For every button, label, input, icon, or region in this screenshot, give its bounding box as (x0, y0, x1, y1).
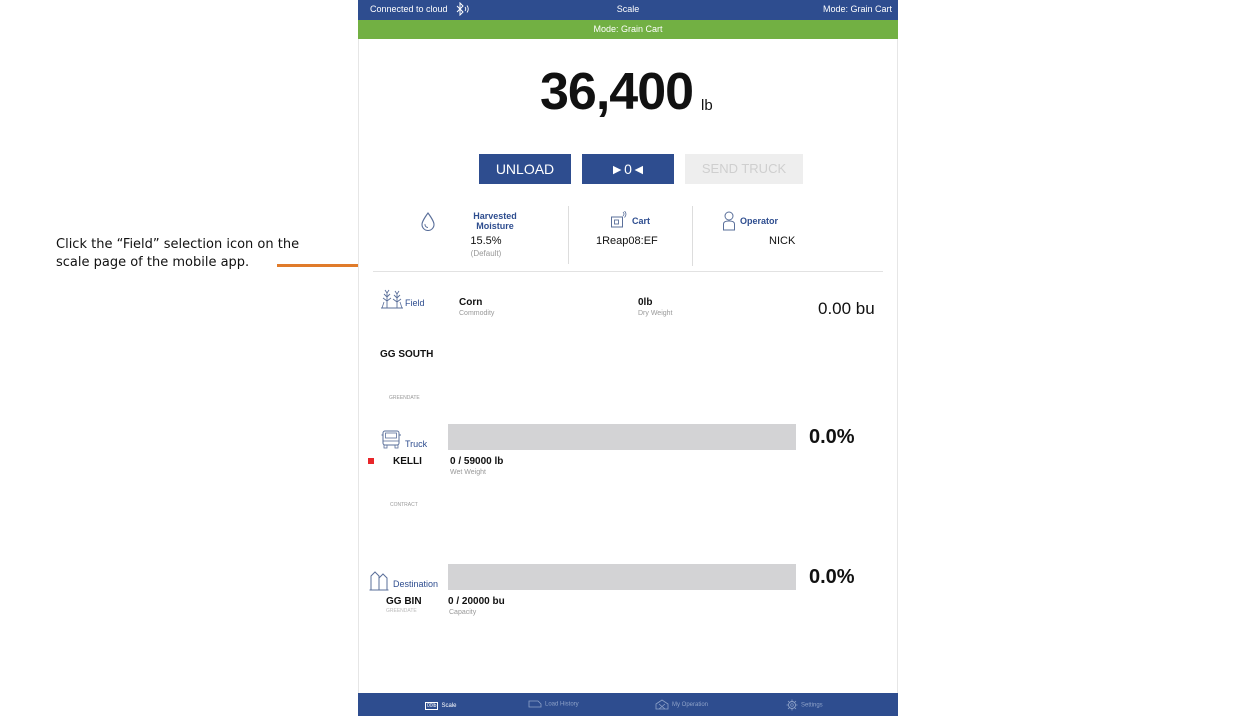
destination-percent: 0.0% (809, 566, 855, 588)
tab-settings[interactable]: Settings (786, 699, 823, 711)
truck-load: 0 / 59000 lb (450, 456, 504, 467)
destination-label[interactable]: Destination (393, 579, 439, 589)
barn-icon (655, 699, 669, 710)
mode-status: Mode: Grain Cart (822, 4, 892, 14)
tab-scale-label: Scale (441, 703, 457, 709)
moisture-label: Harvested Moisture (473, 211, 517, 231)
field-name[interactable]: GG SOUTH (380, 349, 434, 360)
truck-percent: 0.0% (809, 426, 855, 448)
gear-icon (786, 699, 798, 711)
destination-bin-icon[interactable] (369, 569, 389, 591)
truck-name[interactable]: KELLI (393, 456, 422, 467)
send-truck-button[interactable]: SEND TRUCK (685, 154, 803, 184)
field-crop-icon[interactable] (380, 289, 404, 309)
destination-load-label: Capacity (449, 609, 477, 616)
mode-banner: Mode: Grain Cart (358, 20, 898, 39)
cloud-connection-status: Connected to cloud (370, 4, 448, 14)
bushels-value: 0.00 bu (818, 299, 875, 318)
bluetooth-icon (454, 2, 470, 16)
truck-label[interactable]: Truck (405, 439, 428, 449)
bottom-tab-bar: 00lb Scale Load History My Operation Sett… (358, 693, 898, 716)
dry-weight-value: 0lb (638, 297, 653, 308)
truck-history-icon (528, 700, 542, 708)
truck-icon[interactable] (381, 429, 403, 449)
moisture-drop-icon[interactable] (420, 211, 436, 231)
truck-contract-label: CONTRACT (390, 502, 418, 508)
operator-label: Operator (740, 216, 779, 226)
commodity-label: Commodity (459, 310, 495, 317)
divider (568, 206, 569, 264)
tab-scale[interactable]: 00lb Scale (425, 702, 456, 710)
destination-progress-track (448, 564, 796, 590)
screen-title: Scale (616, 4, 640, 14)
mobile-app-frame (358, 0, 898, 716)
truck-load-label: Wet Weight (450, 469, 486, 476)
cart-value[interactable]: 1Reap08:EF (596, 235, 658, 247)
field-label[interactable]: Field (405, 298, 425, 308)
destination-name[interactable]: GG BIN (386, 596, 422, 607)
section-divider (373, 271, 883, 272)
operator-value[interactable]: NICK (769, 235, 796, 247)
tab-load-history[interactable]: Load History (528, 700, 579, 708)
zero-scale-button[interactable]: ►0◄ (582, 154, 674, 184)
unload-button[interactable]: UNLOAD (479, 154, 571, 184)
commodity-value[interactable]: Corn (459, 297, 483, 308)
instruction-note: Click the “Field” selection icon on the … (56, 237, 300, 270)
tab-my-operation[interactable]: My Operation (655, 699, 708, 710)
destination-load: 0 / 20000 bu (448, 596, 505, 607)
moisture-value[interactable]: 15.5% (470, 235, 502, 247)
weight-readout: 36,400 (540, 63, 694, 121)
cart-label: Cart (632, 216, 651, 226)
operator-person-icon[interactable] (722, 211, 736, 231)
cart-icon[interactable] (610, 211, 628, 229)
callout-arrow-line (277, 264, 408, 267)
dry-weight-label: Dry Weight (638, 310, 673, 317)
tab-settings-label: Settings (801, 702, 823, 709)
status-bar: Connected to cloud Scale Mode: Grain Car… (358, 0, 898, 20)
truck-progress-track (448, 424, 796, 450)
destination-farm-name: GREENDATE (386, 608, 417, 614)
truck-status-marker-icon (368, 458, 374, 464)
scale-tab-icon: 00lb (425, 702, 439, 710)
divider (692, 206, 693, 266)
moisture-default-note: (Default) (470, 249, 502, 258)
tab-load-history-label: Load History (545, 701, 579, 708)
tab-my-operation-label: My Operation (672, 702, 709, 709)
weight-unit: lb (701, 97, 713, 114)
field-farm-name: GREENDATE (389, 395, 420, 401)
